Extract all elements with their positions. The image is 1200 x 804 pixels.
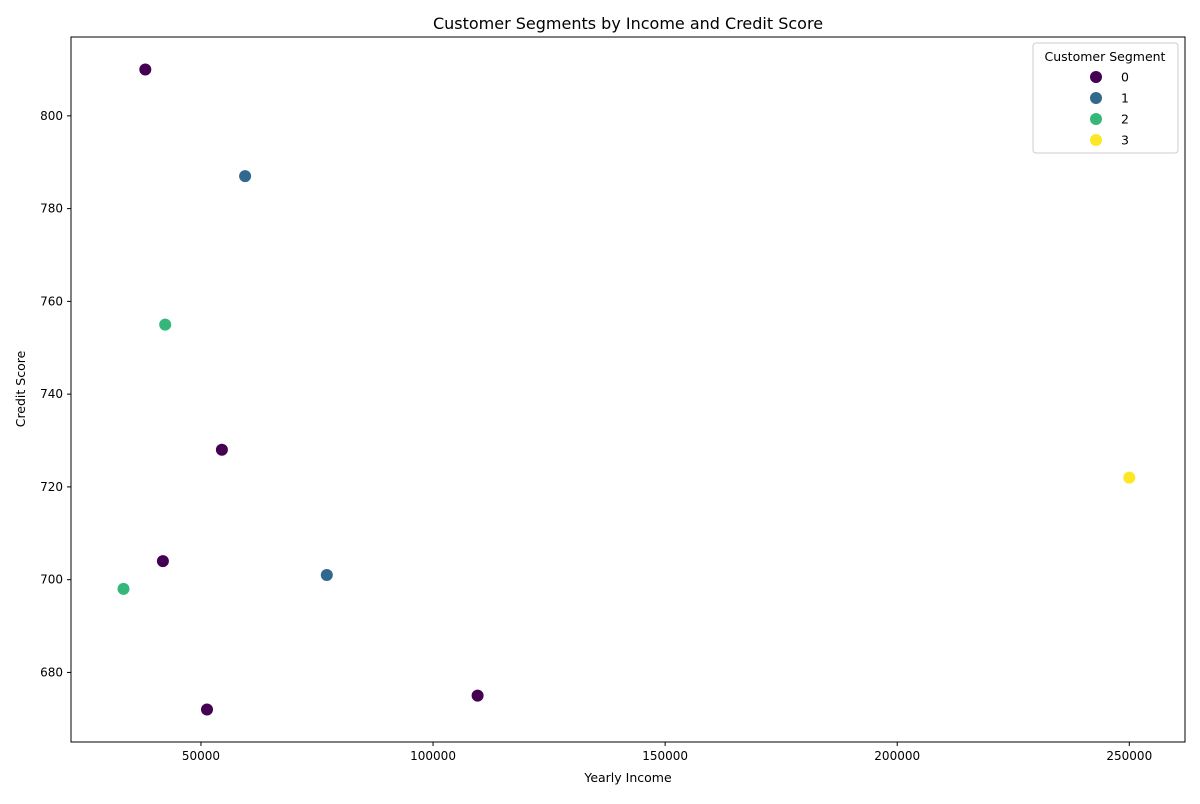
x-tick-label: 100000 [410,749,456,763]
plot-area [71,37,1185,742]
legend: Customer Segment 0 1 2 3 [1032,42,1179,154]
data-point [1123,471,1136,484]
legend-marker [1090,92,1102,104]
y-tick-label: 800 [40,109,63,123]
legend-label: 2 [1121,112,1129,127]
data-point [239,170,252,183]
y-tick-label: 680 [40,665,63,679]
legend-frame [1032,42,1179,154]
x-axis-label: Yearly Income [583,770,672,785]
legend-marker [1090,113,1102,125]
y-tick-label: 700 [40,573,63,587]
y-axis-label: Credit Score [13,350,28,427]
points-layer [117,63,1136,716]
data-point [320,569,333,581]
data-point [215,443,228,456]
y-tick-label: 760 [40,294,63,308]
legend-marker [1090,71,1102,83]
data-point [117,582,130,595]
legend-title: Customer Segment [1045,49,1166,64]
legend-marker [1090,134,1102,146]
data-point [156,555,169,568]
chart-title: Customer Segments by Income and Credit S… [433,14,823,33]
data-point [471,689,484,702]
y-tick-label: 720 [40,480,63,494]
x-tick-label: 250000 [1106,749,1152,763]
y-tick-label: 740 [40,387,63,401]
legend-label: 0 [1121,70,1129,85]
x-tick-label: 50000 [182,749,220,763]
y-tick-label: 780 [40,202,63,216]
plot-frame [70,36,1186,743]
axes-layer: 50000 100000 150000 200000 250000 680 700 720 74… [40,36,1186,763]
legend-label: 3 [1121,133,1129,148]
data-point [159,318,172,331]
data-point [201,703,213,716]
x-tick-label: 200000 [874,749,920,763]
legend-label: 1 [1121,91,1129,106]
legend-entries: 0 1 2 3 [1090,70,1129,148]
data-point [139,63,152,76]
plot-background [71,37,1185,742]
x-tick-label: 150000 [642,749,688,763]
